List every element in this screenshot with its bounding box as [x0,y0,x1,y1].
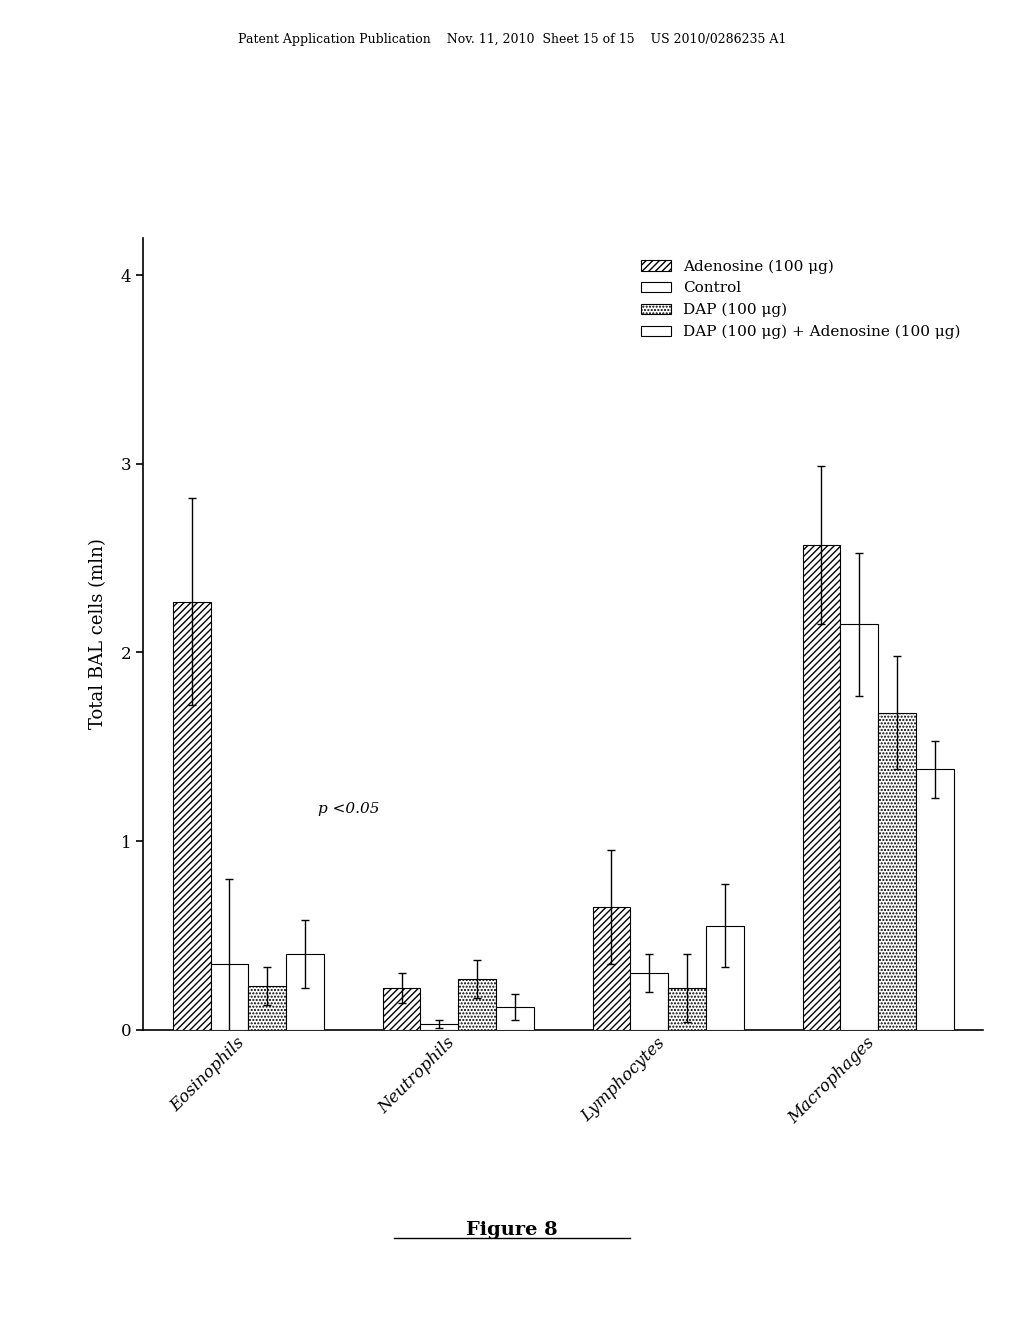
Text: Figure 8: Figure 8 [466,1221,558,1239]
Bar [668,989,706,1030]
Bar [496,1007,534,1030]
Y-axis label: Total BAL cells (mln): Total BAL cells (mln) [89,539,108,729]
Bar [286,954,324,1030]
Bar [841,624,879,1030]
Legend: Adenosine (100 μg), Control, DAP (100 μg), DAP (100 μg) + Adenosine (100 μg): Adenosine (100 μg), Control, DAP (100 μg… [635,253,967,346]
Bar [421,1024,458,1030]
Bar [631,973,668,1030]
Bar [593,907,631,1030]
Bar [915,770,953,1030]
Bar [173,602,211,1030]
Text: p <0.05: p <0.05 [317,801,379,816]
Bar [211,964,248,1030]
Bar [248,986,286,1030]
Bar [459,978,496,1030]
Bar [706,925,743,1030]
Bar [803,545,841,1030]
Bar [878,713,915,1030]
Text: Patent Application Publication    Nov. 11, 2010  Sheet 15 of 15    US 2010/02862: Patent Application Publication Nov. 11, … [238,33,786,46]
Bar [383,989,421,1030]
